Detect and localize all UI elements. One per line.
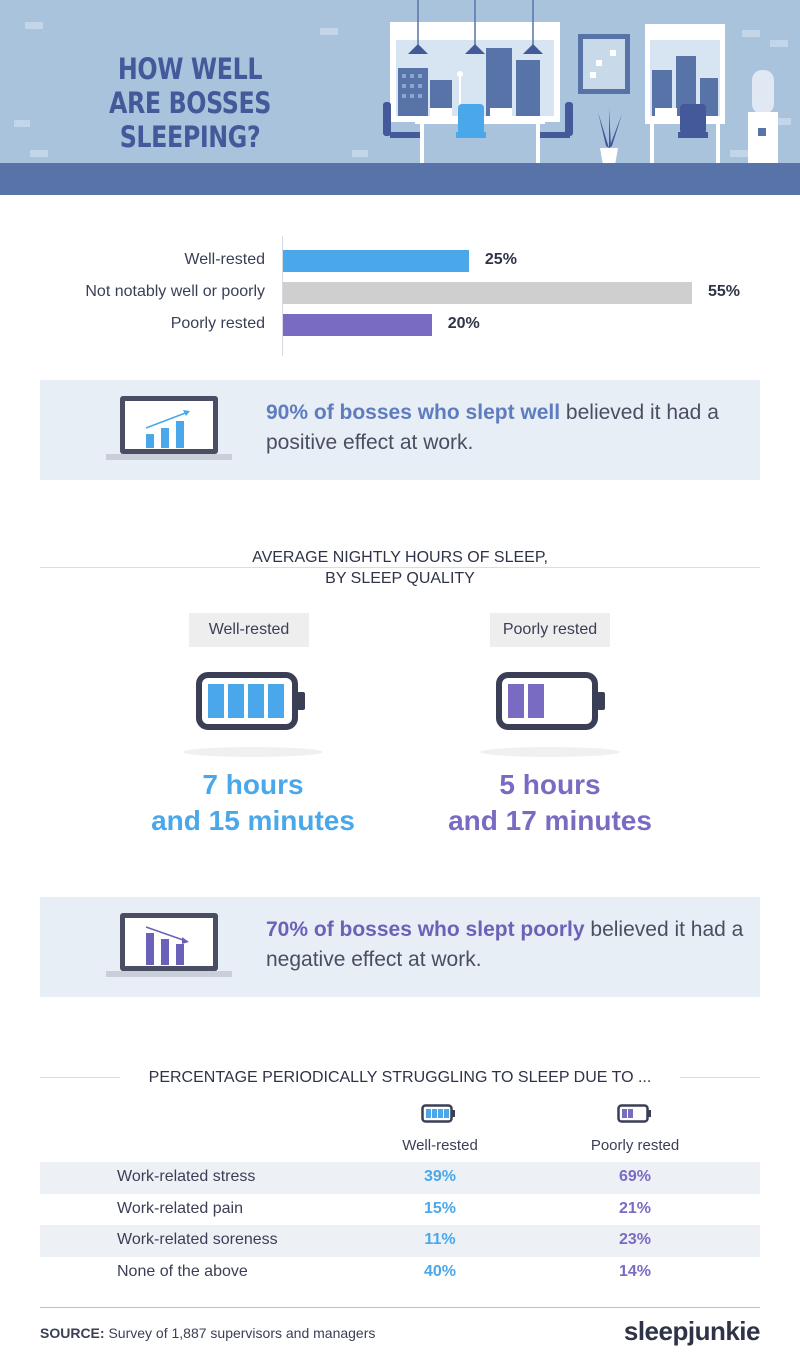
bar (283, 250, 469, 272)
page-title: HOW WELL ARE BOSSES SLEEPING? (108, 52, 272, 154)
half-battery-icon (496, 672, 605, 730)
battery-cell (508, 684, 524, 718)
brand-logo: sleepjunkie (623, 1316, 761, 1346)
battery-cell (268, 684, 284, 718)
column-header-well-rested: Well-rested (402, 1137, 478, 1154)
office-illustration (14, 0, 791, 166)
battery-cell (208, 684, 224, 718)
battery-cell (528, 684, 544, 718)
bar-axis (282, 236, 283, 356)
positive-effect-callout: 90% of bosses who slept well believed it… (40, 380, 760, 480)
bar-label: Not notably well or poorly (85, 283, 265, 300)
well-rested-hours: 7 hours and 15 minutes (151, 769, 355, 836)
negative-effect-text: 70% of bosses who slept poorly believed … (266, 918, 744, 971)
section-divider (40, 1077, 120, 1078)
bar (283, 314, 432, 336)
column-header-poorly-rested: Poorly rested (590, 1137, 680, 1154)
poorly-rested-label: Poorly rested (490, 613, 610, 647)
well-rested-label: Well-rested (189, 613, 309, 647)
battery-cell (228, 684, 244, 718)
footer-divider (40, 1307, 760, 1308)
laptop-chart-up-icon (106, 396, 232, 460)
bar-label: Poorly rested (170, 315, 265, 332)
sleep-hours-title: AVERAGE NIGHTLY HOURS OF SLEEP, BY SLEEP… (40, 547, 760, 589)
laptop-chart-down-icon (106, 913, 232, 977)
battery-cell (248, 684, 264, 718)
negative-effect-callout: 70% of bosses who slept poorly believed … (40, 897, 760, 997)
half-battery-small-icon (617, 1104, 651, 1123)
header-banner: HOW WELL ARE BOSSES SLEEPING? (0, 0, 800, 195)
section-divider (680, 1077, 760, 1078)
table-row: Work-related pain 15% 21% (117, 1200, 652, 1217)
table-row: Work-related soreness 11% 23% (40, 1225, 760, 1257)
bar-label: Well-rested (184, 251, 265, 268)
bar-value-label: 20% (447, 315, 480, 332)
struggle-title: PERCENTAGE PERIODICALLY STRUGGLING TO SL… (148, 1069, 652, 1086)
section-divider (40, 567, 760, 568)
positive-effect-text: 90% of bosses who slept well believed it… (266, 401, 719, 454)
floor-strip (0, 163, 800, 195)
source-note: SOURCE: Survey of 1,887 supervisors and … (40, 1325, 376, 1341)
table-row: None of the above 40% 14% (117, 1263, 652, 1280)
bar-value-label: 55% (708, 283, 741, 300)
battery-shadow (480, 747, 620, 757)
table-row: Work-related stress 39% 69% (40, 1162, 760, 1194)
bar (283, 282, 692, 304)
full-battery-icon (196, 672, 305, 730)
poorly-rested-hours: 5 hours and 17 minutes (448, 769, 652, 836)
bar-value-label: 25% (484, 251, 517, 268)
battery-shadow (183, 747, 323, 757)
full-battery-small-icon (421, 1104, 455, 1123)
